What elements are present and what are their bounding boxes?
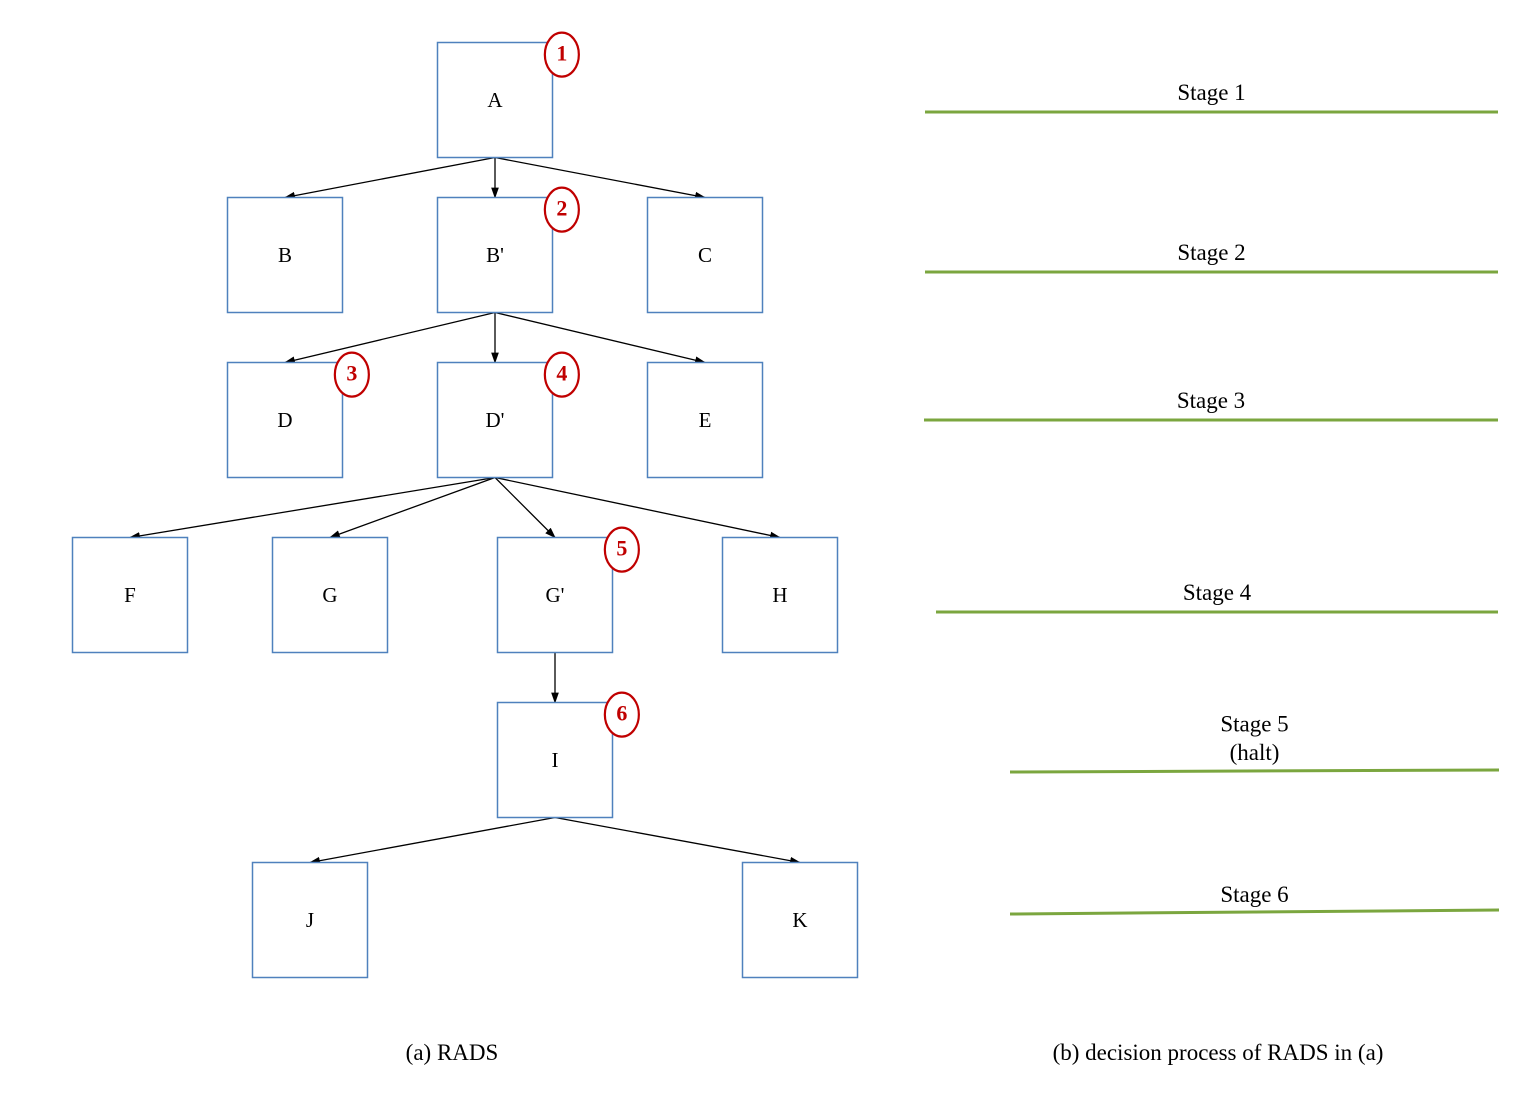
node-A: A [438,43,553,158]
edge-D2-F [130,478,495,538]
badge-3: 3 [335,353,369,397]
node-J: J [253,863,368,978]
edge-D2-H [495,478,780,538]
node-label-A: A [487,88,503,112]
badge-label-1: 1 [556,41,567,66]
node-H: H [723,538,838,653]
node-C: C [648,198,763,313]
edge-I-K [555,818,800,863]
node-label-I: I [552,748,559,772]
stage-label-4-line0: Stage 4 [1183,580,1252,605]
node-B2: B' [438,198,553,313]
edge-B2-E [495,313,705,363]
node-label-D: D [277,408,292,432]
node-label-G2: G' [546,583,565,607]
badge-label-6: 6 [616,701,627,726]
badge-5: 5 [605,528,639,572]
node-E: E [648,363,763,478]
stage-label-6-line0: Stage 6 [1220,882,1288,907]
caption-a: (a) RADS [406,1040,499,1065]
node-I: I [498,703,613,818]
caption-b: (b) decision process of RADS in (a) [1053,1040,1384,1065]
node-G2: G' [498,538,613,653]
badge-6: 6 [605,693,639,737]
badge-1: 1 [545,33,579,77]
edge-D2-G2 [495,478,555,538]
edge-B2-D [285,313,495,363]
badge-4: 4 [545,353,579,397]
node-label-D2: D' [486,408,505,432]
badge-2: 2 [545,188,579,232]
stage-label-5-line1: (halt) [1230,740,1280,765]
stage-line-6 [1010,910,1499,914]
node-label-G: G [322,583,337,607]
node-label-B: B [278,243,292,267]
node-D: D [228,363,343,478]
badge-label-2: 2 [556,196,567,221]
node-label-J: J [306,908,314,932]
node-label-K: K [792,908,807,932]
stage-label-5-line0: Stage 5 [1220,711,1288,736]
badge-label-5: 5 [616,536,627,561]
stage-line-5 [1010,770,1499,772]
node-label-F: F [124,583,136,607]
node-K: K [743,863,858,978]
stage-label-3-line0: Stage 3 [1177,388,1245,413]
stage-label-1-line0: Stage 1 [1177,80,1245,105]
node-G: G [273,538,388,653]
badge-label-4: 4 [556,361,567,386]
node-label-E: E [699,408,712,432]
rads-diagram: A B B' C D D' E F G G' H I J K 1 2 3 4 5 6 Stage 1 Stage 2 Sta… [0,0,1529,1103]
edge-A-C [495,158,705,198]
node-D2: D' [438,363,553,478]
stage-label-2-line0: Stage 2 [1177,240,1245,265]
node-label-B2: B' [486,243,504,267]
badge-label-3: 3 [346,361,357,386]
edge-D2-G [330,478,495,538]
node-label-H: H [772,583,787,607]
edge-I-J [310,818,555,863]
node-B: B [228,198,343,313]
node-F: F [73,538,188,653]
edge-A-B [285,158,495,198]
node-label-C: C [698,243,712,267]
